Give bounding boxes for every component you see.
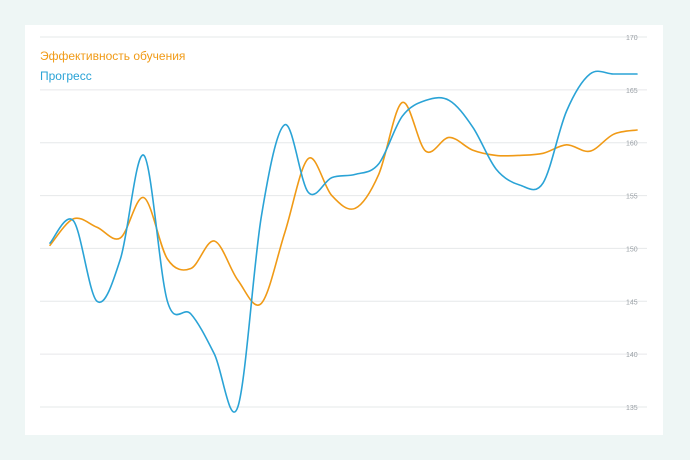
legend-item-progress: Прогресс [40,69,92,83]
grid [40,36,647,408]
legend: Эффективность обучения Прогресс [40,48,185,88]
series-line-progress [49,70,638,413]
y-tick-label: 165 [626,88,638,95]
y-tick-label: 155 [626,194,638,201]
y-axis-ticks: 170 165 160 155 150 145 140 135 [626,35,638,412]
line-chart: 170 165 160 155 150 145 140 135 [40,35,647,413]
y-tick-label: 140 [626,352,638,359]
y-tick-label: 150 [626,246,638,253]
y-tick-label: 160 [626,141,638,148]
y-tick-label: 170 [626,35,638,42]
chart-card: Эффективность обучения Прогресс 170 165 16… [25,25,663,435]
series-line-efficiency [49,101,638,306]
y-tick-label: 145 [626,299,638,306]
legend-item-efficiency: Эффективность обучения [40,49,186,63]
series-lines [49,70,638,413]
y-tick-label: 135 [626,405,638,412]
